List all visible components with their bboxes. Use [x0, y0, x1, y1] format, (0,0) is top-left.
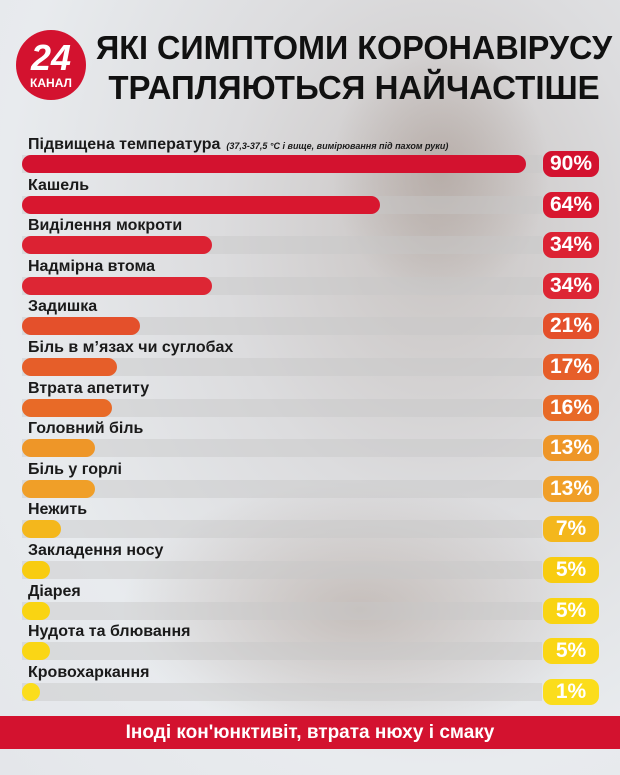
category-label: Кровохаркання [28, 663, 150, 681]
bar-row: Підвищена температура (37,3-37,5 °C і вищ… [0, 136, 620, 177]
value-label: 13% [543, 475, 599, 502]
bar-track [22, 520, 542, 539]
category-label: Надмірна втома [28, 257, 156, 275]
category-label: Біль у горлі [28, 460, 122, 478]
category-label: Виділення мокроти [28, 217, 183, 235]
logo-text: КАНАЛ [30, 76, 72, 90]
bar-track [22, 642, 542, 661]
category-label: Кашель [28, 176, 90, 194]
bar-track [22, 358, 542, 376]
bar [22, 398, 112, 417]
bar-row: Закладення носу 5% [0, 542, 620, 583]
bar [22, 642, 50, 661]
category-label: Нежить [28, 501, 88, 519]
logo-24-kanal: 24 КАНАЛ [16, 30, 86, 100]
annotation: (37,3-37,5 °C і вище, вимірювання під па… [226, 141, 449, 151]
value-label: 5% [543, 557, 599, 583]
bar [22, 601, 50, 620]
bar-row: Кровохаркання 1% [0, 664, 620, 705]
category-label: Закладення носу [28, 542, 164, 559]
bar-row: Діарея 5% [0, 583, 620, 624]
bar-row: Нудота та блювання 5% [0, 623, 620, 665]
category-label: Нудота та блювання [28, 623, 191, 641]
bar [22, 236, 213, 255]
bar-row: Біль у горлі 13% [0, 461, 620, 502]
bar-track [22, 601, 542, 620]
bar [22, 682, 40, 701]
chart-title: ЯКІ СИМПТОМИ КОРОНАВІРУСУ ТРАПЛЯЮТЬСЯ НА… [96, 28, 612, 112]
value-label: 34% [543, 232, 599, 259]
bar [22, 155, 526, 173]
bar-row: Надмірна втома 34% [0, 258, 620, 299]
value-label: 34% [543, 272, 599, 299]
category-label: Головний біль [28, 420, 144, 438]
value-label: 17% [543, 354, 599, 380]
value-label: 64% [543, 191, 599, 218]
logo-number: 24 [30, 37, 72, 78]
bar-track [22, 561, 542, 579]
bar-track [22, 398, 542, 417]
value-label: 5% [543, 597, 599, 624]
bar-track [22, 479, 542, 498]
bar-track [22, 439, 542, 458]
bar-row: Кашель 64% [0, 177, 620, 218]
value-label: 13% [543, 435, 599, 462]
bar-track [22, 317, 542, 336]
bar [22, 520, 62, 539]
bar [22, 317, 140, 336]
value-label: 5% [543, 638, 599, 665]
value-label: 90% [543, 151, 599, 177]
category-label: Діарея [28, 582, 81, 600]
category-label: Біль в м’язах чи суглобах [28, 339, 234, 356]
bar [22, 561, 50, 579]
bar-row: Головний біль 13% [0, 420, 620, 462]
bar [22, 195, 381, 214]
bar-row: Виділення мокроти 34% [0, 217, 620, 259]
category-label: Втрата апетиту [28, 379, 150, 397]
value-label: 1% [543, 678, 599, 705]
bar-row: Втрата апетиту 16% [0, 380, 620, 421]
bar [22, 479, 95, 498]
bar [22, 276, 213, 295]
footer-banner: Іноді кон'юнктивіт, втрата нюху і смаку [0, 716, 620, 749]
bar-track [22, 682, 542, 701]
value-label: 16% [543, 394, 599, 421]
value-label: 21% [543, 313, 599, 340]
bar-row: Нежить 7% [0, 501, 620, 543]
title-line-2: ТРАПЛЯЮТЬСЯ НАЙЧАСТІШЕ [108, 69, 600, 106]
value-label: 7% [543, 516, 599, 543]
background-photo-thermometer [120, 480, 600, 740]
category-label: Підвищена температура (37,3-37,5 °C і вищ… [28, 136, 449, 153]
bar-row: Біль в м’язах чи суглобах 17% [0, 339, 620, 380]
bar [22, 439, 95, 458]
bar-row: Задишка 21% [0, 298, 620, 340]
bar [22, 358, 118, 376]
category-label: Задишка [28, 298, 98, 316]
title-line-1: ЯКІ СИМПТОМИ КОРОНАВІРУСУ [96, 29, 613, 66]
